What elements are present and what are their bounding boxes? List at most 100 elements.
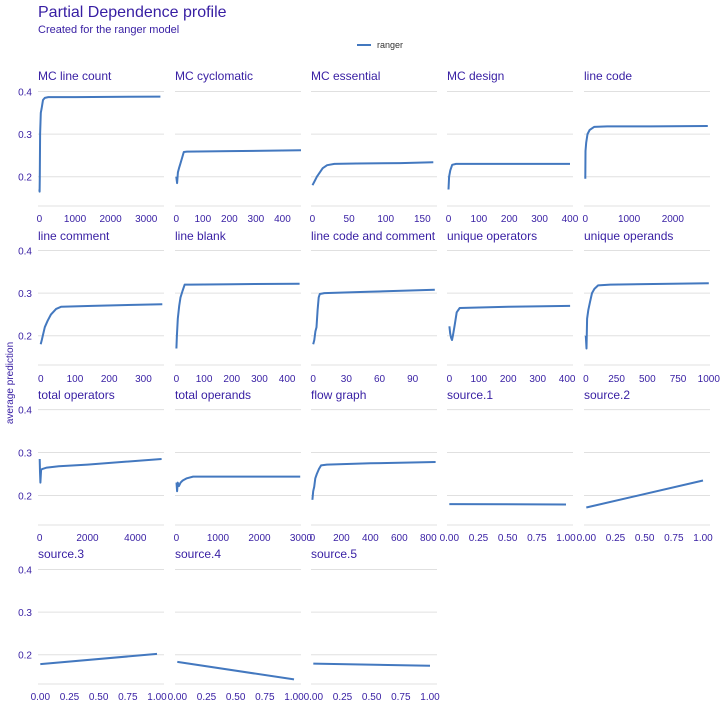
panel-title: source.3	[38, 547, 84, 561]
x-tick-label: 90	[407, 374, 419, 385]
x-tick-label: 100	[470, 374, 487, 385]
x-tick-label: 400	[362, 533, 379, 544]
x-tick-label: 4000	[124, 533, 147, 544]
x-tick-label: 0.50	[498, 533, 518, 544]
x-tick-label: 200	[333, 533, 350, 544]
y-tick-label: 0.3	[18, 130, 32, 141]
x-tick-label: 100	[377, 214, 394, 225]
x-tick-label: 0.25	[469, 533, 489, 544]
profile-line	[586, 479, 704, 509]
panel-title: MC cyclomatic	[175, 69, 253, 83]
x-tick-label: 0.00	[440, 533, 460, 544]
x-tick-label: 0	[583, 374, 589, 385]
x-tick-label: 200	[500, 374, 517, 385]
panel-source-5: source.5 0.00 0.25 0.50 0.75 1.00	[304, 547, 441, 703]
x-tick-label: 0	[174, 533, 180, 544]
x-tick-label: 400	[562, 214, 579, 225]
profile-line	[177, 660, 295, 681]
profile-line	[312, 288, 435, 345]
panel-line-code: line code 0 1000 2000	[583, 69, 710, 225]
panel-mc-essential: MC essential 0 50 100 150	[310, 69, 437, 225]
x-tick-label: 1000	[698, 374, 720, 385]
x-tick-label: 300	[248, 214, 265, 225]
panel-title: MC design	[447, 69, 504, 83]
x-tick-label: 0.50	[226, 692, 246, 703]
panel-line-code-and-comment: line code and comment 0 30 60 90	[310, 229, 437, 385]
x-tick-label: 0.25	[333, 692, 353, 703]
x-tick-label: 300	[135, 374, 152, 385]
x-tick-label: 0.00	[577, 533, 597, 544]
panel-title: MC line count	[38, 69, 112, 83]
panel-mc-design: MC design 0 100 200 300 400	[446, 69, 579, 225]
x-tick-label: 1.00	[420, 692, 440, 703]
x-tick-label: 0	[37, 214, 43, 225]
x-tick-label: 3000	[135, 214, 158, 225]
x-tick-label: 0.75	[118, 692, 138, 703]
x-tick-label: 750	[670, 374, 687, 385]
y-tick-label: 0.2	[18, 492, 32, 503]
chart-title: Partial Dependence profile	[38, 4, 227, 21]
profile-line	[175, 282, 300, 349]
legend-label: ranger	[377, 40, 403, 50]
x-tick-label: 100	[67, 374, 84, 385]
panel-title: MC essential	[311, 69, 380, 83]
x-tick-label: 50	[344, 214, 356, 225]
x-tick-label: 0	[37, 533, 43, 544]
x-tick-label: 0.00	[168, 692, 188, 703]
x-tick-label: 800	[420, 533, 437, 544]
x-tick-label: 400	[279, 374, 296, 385]
x-tick-label: 100	[195, 214, 212, 225]
x-tick-label: 1000	[207, 533, 230, 544]
x-tick-label: 60	[374, 374, 386, 385]
x-tick-label: 200	[223, 374, 240, 385]
x-tick-label: 0	[38, 374, 44, 385]
x-tick-label: 0	[174, 374, 180, 385]
x-tick-label: 250	[608, 374, 625, 385]
panel-title: source.1	[447, 388, 493, 402]
x-tick-label: 1.00	[693, 533, 713, 544]
x-tick-label: 0.50	[362, 692, 382, 703]
y-tick-label: 0.4	[18, 566, 32, 577]
y-tick-label: 0.2	[18, 332, 32, 343]
panel-total-operators: total operators 0.2 0.3 0.4 0 2000 4000	[18, 388, 164, 544]
profile-line	[40, 652, 158, 666]
x-tick-label: 0	[310, 214, 316, 225]
profile-line	[448, 304, 571, 341]
x-tick-label: 100	[471, 214, 488, 225]
panel-title: flow graph	[311, 388, 366, 402]
panel-title: source.2	[584, 388, 630, 402]
x-tick-label: 300	[529, 374, 546, 385]
profile-line	[313, 662, 431, 667]
x-tick-label: 300	[531, 214, 548, 225]
panel-title: total operands	[175, 388, 251, 402]
panel-line-blank: line blank 0 100 200 300 400	[174, 229, 301, 385]
panel-title: unique operands	[584, 229, 673, 243]
panel-unique-operands: unique operands 0 250 500 750 1000	[583, 229, 720, 385]
profile-line	[311, 461, 436, 500]
x-tick-label: 3000	[290, 533, 313, 544]
panel-source-1: source.1 0.00 0.25 0.50 0.75 1.00	[440, 388, 577, 544]
y-tick-label: 0.2	[18, 651, 32, 662]
x-tick-label: 600	[391, 533, 408, 544]
x-tick-label: 2000	[76, 533, 99, 544]
y-tick-label: 0.4	[18, 88, 32, 99]
profile-line	[175, 149, 302, 185]
y-tick-label: 0.4	[18, 406, 32, 417]
x-tick-label: 0	[310, 374, 316, 385]
x-tick-label: 0	[447, 374, 453, 385]
x-tick-label: 0	[174, 214, 180, 225]
panel-mc-cyclomatic: MC cyclomatic 0 100 200 300 400	[174, 69, 302, 225]
panel-title: line blank	[175, 229, 227, 243]
profile-line	[175, 475, 301, 493]
y-tick-label: 0.4	[18, 247, 32, 258]
x-tick-label: 0.00	[304, 692, 324, 703]
legend: ranger	[357, 40, 403, 50]
profile-line	[311, 161, 434, 186]
x-tick-label: 2000	[662, 214, 685, 225]
x-tick-label: 30	[341, 374, 353, 385]
profile-line	[39, 303, 163, 345]
x-tick-label: 0.25	[60, 692, 80, 703]
x-tick-label: 0.50	[635, 533, 655, 544]
x-tick-label: 300	[251, 374, 268, 385]
